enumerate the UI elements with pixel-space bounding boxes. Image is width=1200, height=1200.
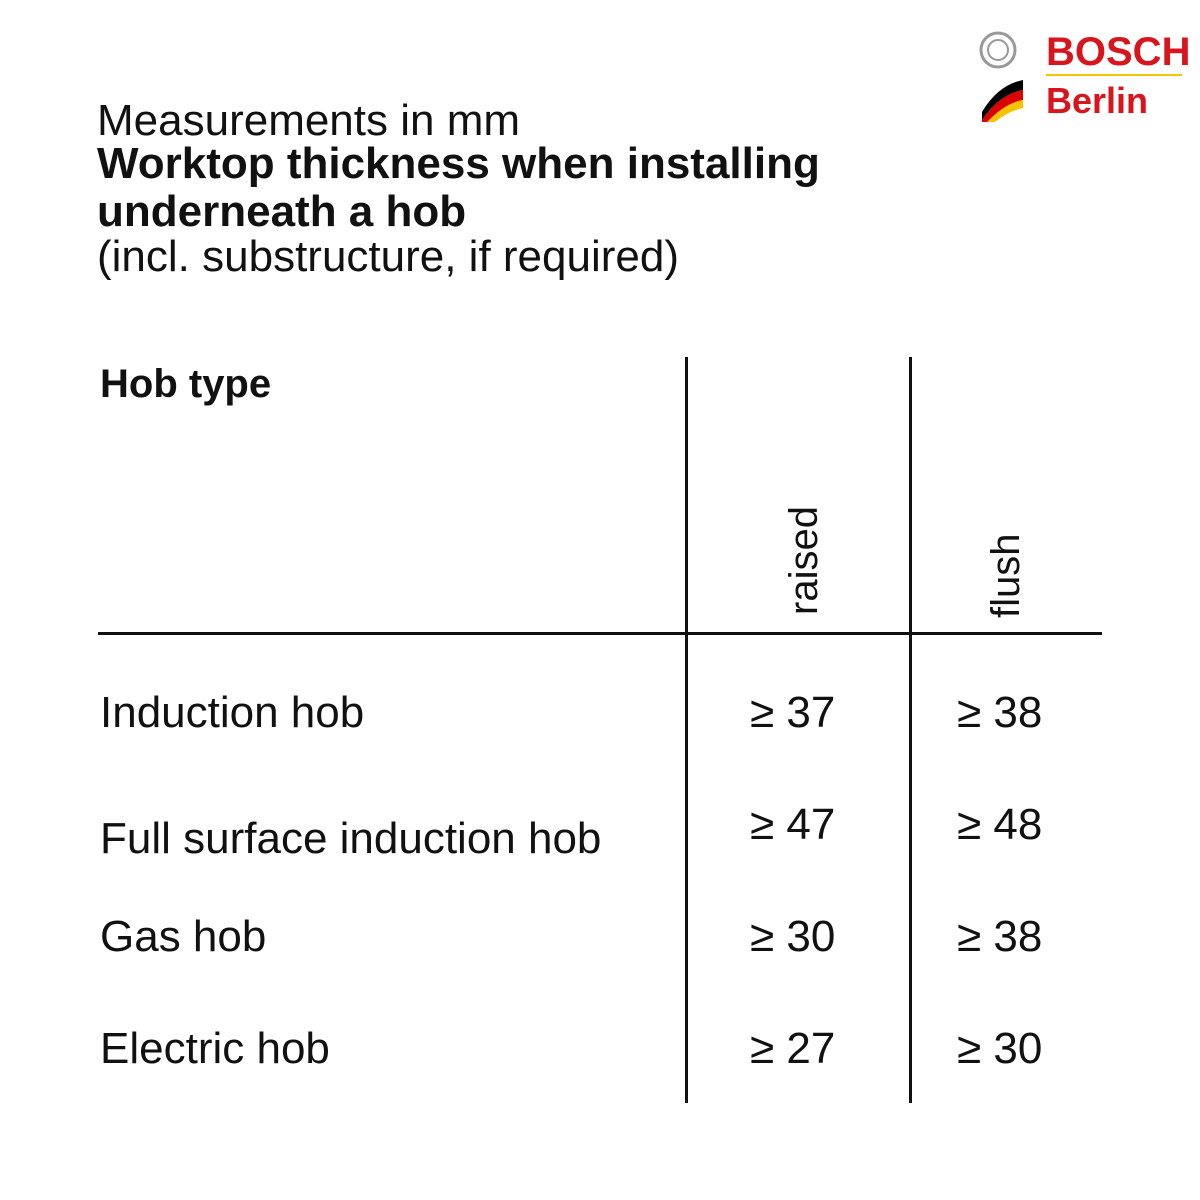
units: Measurements in mm (97, 96, 521, 145)
cell-value: ≥ 30 (750, 912, 836, 961)
row-label: Gas hob (100, 912, 267, 961)
logo-mark (979, 31, 1023, 122)
row-label: Electric hob (100, 1024, 330, 1073)
cell-value: ≥ 47 (750, 800, 836, 849)
col-rule (685, 357, 688, 1103)
logo-sub: Berlin (1046, 80, 1149, 121)
cell-value: ≥ 27 (750, 1024, 836, 1073)
logo-rule (1046, 74, 1182, 76)
col-header: Hob type (100, 362, 272, 406)
cell-value: ≥ 37 (750, 688, 836, 737)
cell-value: ≥ 30 (957, 1024, 1043, 1073)
cell-value: ≥ 38 (957, 688, 1043, 737)
col-header: raised (782, 506, 826, 615)
cell-value: ≥ 38 (957, 912, 1043, 961)
col-header: flush (984, 533, 1028, 619)
col-rule (909, 357, 912, 1103)
note: (incl. substructure, if required) (97, 232, 679, 281)
header-rule (98, 632, 1102, 635)
row-label: Full surface induction hob (100, 814, 602, 863)
row-label: Induction hob (100, 688, 365, 737)
title: Worktop thickness when installing undern… (97, 139, 820, 236)
logo-brand: BOSCH (1046, 30, 1191, 74)
cell-value: ≥ 48 (957, 800, 1043, 849)
